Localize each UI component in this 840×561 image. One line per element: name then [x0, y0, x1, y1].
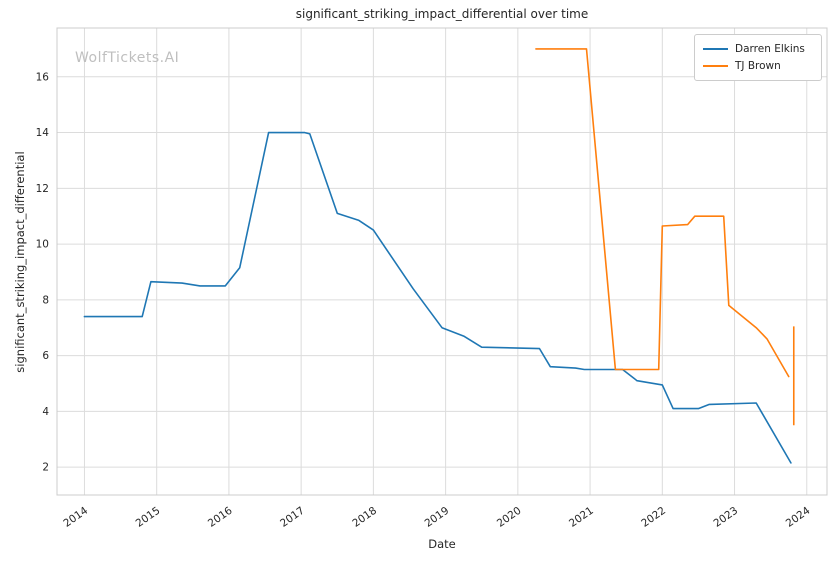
y-tick-label: 4	[42, 406, 49, 418]
x-tick-label: 2022	[639, 505, 668, 530]
series-line-darren-elkins	[83, 131, 792, 464]
legend-line-swatch-blue	[703, 47, 728, 50]
plot-border	[56, 27, 828, 496]
x-tick-label: 2019	[423, 505, 452, 530]
y-axis-label: significant_striking_impact_differential	[13, 151, 27, 373]
y-tick-label: 14	[36, 127, 50, 139]
x-tick-label: 2016	[206, 504, 235, 529]
x-tick-label: 2015	[134, 505, 163, 530]
watermark: WolfTickets.AI	[75, 50, 180, 66]
x-tick-label: 2020	[495, 505, 524, 530]
x-axis-label: Date	[428, 537, 456, 551]
chart-title: significant_striking_impact_differential…	[295, 7, 589, 21]
legend-item-darren-elkins: Darren Elkins	[703, 40, 813, 57]
legend-label: Darren Elkins	[735, 42, 805, 55]
x-tick-label: 2021	[567, 505, 596, 530]
series-line-tj-brown	[535, 48, 790, 378]
x-tick-label: 2023	[711, 505, 740, 530]
legend-label: TJ Brown	[735, 59, 781, 72]
y-tick-label: 8	[42, 294, 49, 306]
x-tick-label: 2024	[784, 504, 813, 529]
y-tick-label: 6	[42, 350, 49, 362]
y-tick-label: 10	[36, 239, 49, 251]
x-tick-label: 2018	[350, 505, 379, 530]
legend: Darren Elkins TJ Brown	[694, 34, 822, 81]
y-tick-label: 12	[36, 183, 49, 195]
y-tick-label: 2	[42, 462, 49, 474]
x-tick-label: 2017	[278, 505, 307, 530]
x-tick-label: 2014	[61, 504, 90, 529]
y-tick-label: 16	[36, 71, 50, 83]
legend-item-tj-brown: TJ Brown	[703, 57, 813, 74]
legend-line-swatch-orange	[703, 64, 728, 67]
